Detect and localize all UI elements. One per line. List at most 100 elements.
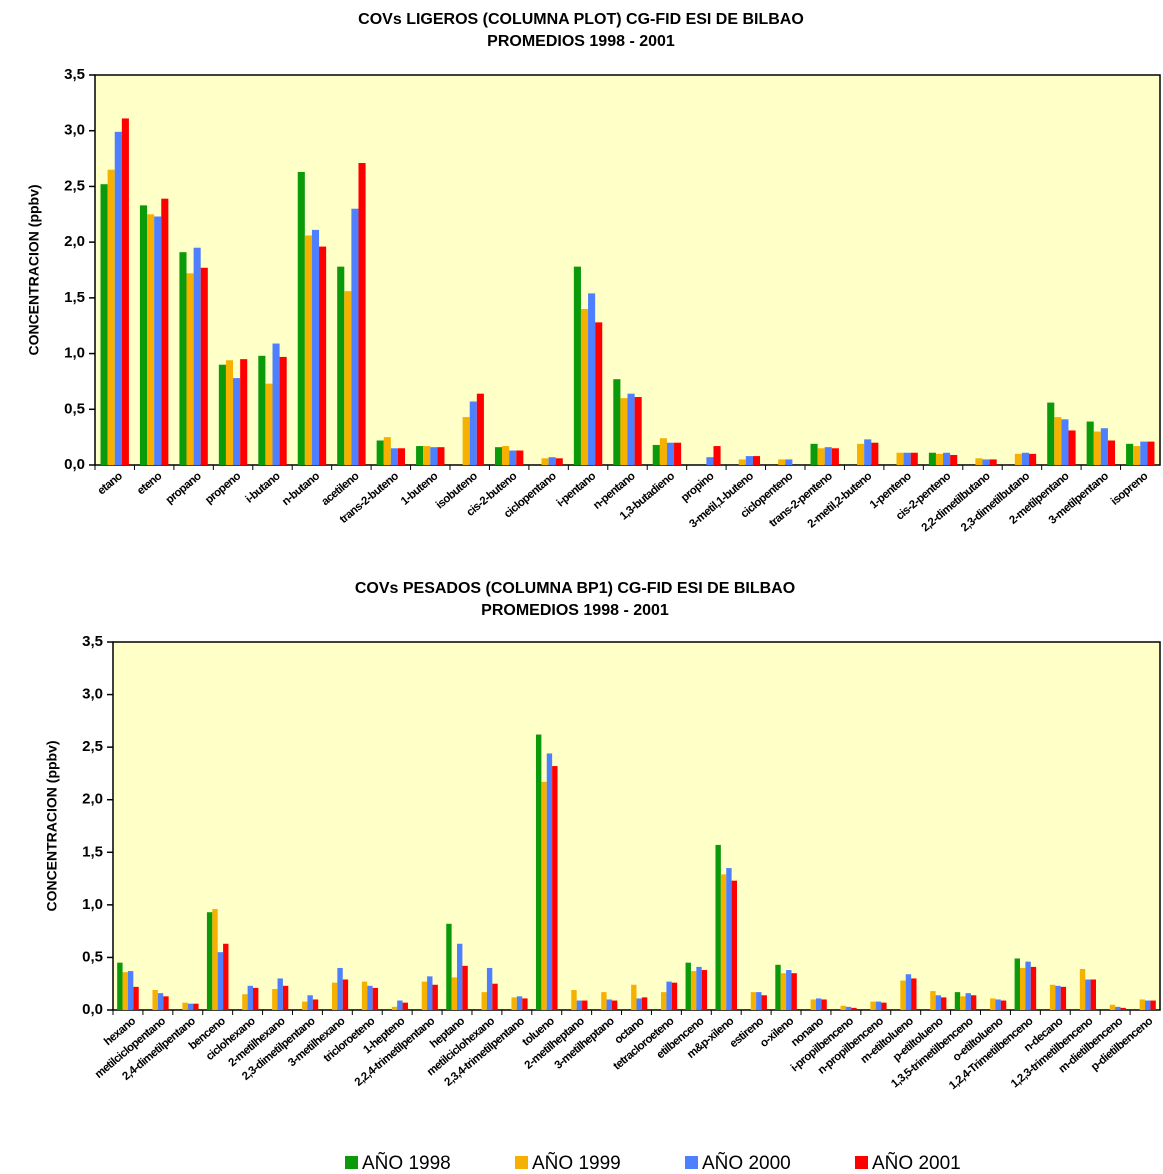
bar	[935, 453, 944, 465]
bar	[516, 996, 523, 1010]
bar	[258, 355, 266, 465]
bar	[989, 459, 997, 465]
bar	[745, 456, 753, 465]
bar	[666, 442, 675, 465]
bar	[785, 459, 793, 465]
bar	[696, 966, 702, 1010]
y-tick-label: 0,5	[64, 400, 85, 417]
bar	[857, 443, 865, 465]
bar	[107, 169, 115, 465]
bar	[391, 1006, 398, 1010]
bar	[163, 996, 169, 1010]
bar	[416, 446, 424, 465]
bar	[390, 448, 398, 465]
bar	[351, 208, 359, 465]
bar	[344, 291, 352, 465]
bar	[541, 458, 549, 465]
bar	[960, 996, 966, 1010]
y-tick-label: 1,0	[64, 345, 85, 362]
x-tick-label: propano	[164, 470, 204, 506]
bar	[928, 452, 936, 465]
bar	[851, 1007, 857, 1010]
y-axis-label: CONCENTRACION (ppbv)	[44, 740, 60, 911]
bar	[674, 442, 682, 465]
bar	[840, 1005, 846, 1010]
legend-label: AÑO 2000	[702, 1152, 791, 1174]
y-axis-label: CONCENTRACION (ppbv)	[26, 184, 42, 355]
bar	[427, 976, 433, 1010]
bar	[715, 844, 721, 1010]
bar	[943, 452, 951, 465]
bar	[1126, 443, 1134, 465]
x-tick-label: 2,3-dimetilbutano	[959, 470, 1032, 534]
plot-area	[112, 641, 1161, 1011]
bar	[1109, 1004, 1116, 1010]
bar	[595, 322, 603, 465]
bar	[272, 343, 280, 465]
bar	[307, 995, 313, 1010]
bar	[1150, 1000, 1156, 1010]
bar	[831, 448, 839, 465]
bar	[1049, 984, 1056, 1010]
y-tick-label: 3,0	[64, 122, 85, 139]
bar	[193, 1003, 199, 1010]
chart-subtitle: PROMEDIOS 1998 - 2001	[481, 602, 669, 619]
bar	[659, 438, 667, 465]
bar	[824, 447, 832, 465]
bar	[402, 1002, 408, 1010]
bar	[342, 979, 349, 1010]
bar	[652, 444, 660, 465]
bar	[546, 753, 553, 1010]
legend-swatch	[345, 1156, 358, 1169]
bar	[875, 1001, 882, 1010]
bar	[361, 981, 368, 1010]
bar	[494, 447, 503, 465]
bar	[187, 1003, 194, 1010]
bar	[147, 214, 155, 465]
bar	[750, 992, 757, 1010]
bar	[606, 999, 612, 1010]
bar	[631, 984, 637, 1010]
bar	[1100, 428, 1108, 465]
bar	[223, 943, 229, 1010]
bar	[186, 273, 194, 465]
bar	[1093, 431, 1101, 465]
y-tick-label: 3,5	[82, 633, 103, 650]
bar	[903, 452, 911, 465]
bar	[376, 440, 384, 465]
bar	[636, 998, 642, 1010]
chart-title: COVs LIGEROS (COLUMNA PLOT) CG-FID ESI D…	[358, 11, 804, 28]
bar	[671, 982, 678, 1010]
bar	[157, 993, 164, 1010]
legend-label: AÑO 1999	[532, 1152, 621, 1174]
bar	[815, 998, 822, 1010]
bar	[1079, 968, 1086, 1010]
bar	[786, 970, 792, 1010]
bar	[661, 992, 667, 1010]
bar	[367, 985, 373, 1010]
bar	[240, 359, 248, 465]
bar	[1115, 1006, 1121, 1010]
bar	[817, 448, 825, 465]
bar	[910, 452, 918, 465]
bar	[462, 417, 470, 465]
bar	[1145, 1000, 1151, 1010]
bar	[272, 988, 278, 1010]
bar	[582, 1000, 588, 1010]
bar	[756, 992, 762, 1010]
bar	[469, 401, 477, 465]
bar	[685, 962, 691, 1010]
bar	[821, 999, 827, 1010]
bar	[900, 980, 906, 1010]
bar	[161, 198, 169, 465]
bar	[397, 1000, 403, 1010]
bar	[437, 447, 445, 465]
bar	[421, 981, 428, 1010]
bar	[432, 984, 438, 1010]
bar	[122, 972, 128, 1010]
bar	[117, 962, 123, 1010]
bar	[457, 943, 463, 1010]
x-tick-label: i-butano	[244, 470, 283, 506]
bar	[761, 995, 767, 1010]
